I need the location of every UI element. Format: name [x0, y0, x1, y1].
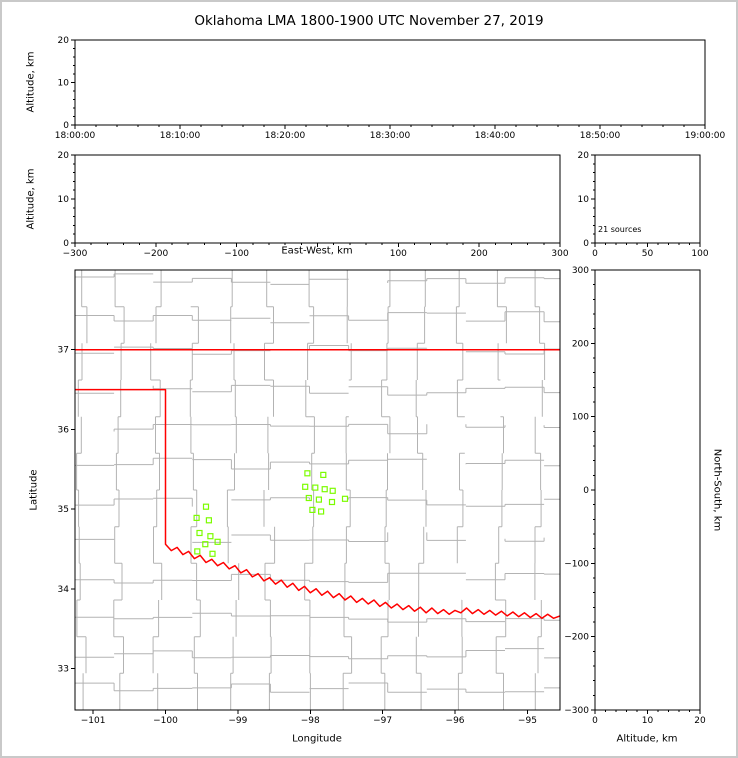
y-tick-label: 0	[63, 239, 69, 249]
y-tick-label: 10	[58, 195, 70, 205]
axis-label-east-west: East-West, km	[281, 245, 353, 257]
x-tick-label: 300	[551, 249, 568, 259]
figure-title: Oklahoma LMA 1800-1900 UTC November 27, …	[194, 13, 544, 29]
source-count-label: 21 sources	[598, 225, 641, 234]
lma-source-point	[196, 529, 203, 537]
y-tick-label: 20	[58, 36, 70, 46]
panel-frame-plan_view_map	[74, 269, 561, 711]
lma-source-point	[202, 503, 210, 510]
x-tick-label: 19:00:00	[685, 131, 726, 141]
x-tick-label: −98	[301, 716, 320, 726]
panel-frame-time_height	[74, 39, 706, 126]
y-tick-label: 300	[572, 266, 589, 276]
county-boundaries	[75, 270, 560, 710]
lma-source-point	[315, 496, 322, 503]
lma-source-point	[214, 538, 221, 545]
axis-label-longitude: Longitude	[292, 733, 342, 745]
y-tick-label: 36	[58, 425, 70, 435]
y-tick-label: 100	[572, 413, 589, 423]
lma-source-point	[304, 470, 311, 477]
lma-source-point	[202, 541, 209, 548]
x-tick-label: −95	[518, 716, 537, 726]
lma-source-point	[329, 487, 336, 494]
oklahoma-state-border	[75, 348, 560, 620]
lma-source-point	[320, 471, 327, 478]
x-tick-label: 100	[691, 249, 708, 259]
lma-source-point	[309, 506, 316, 513]
panel-frame-ns_height	[594, 269, 701, 711]
lma-source-point	[207, 533, 214, 540]
x-tick-label: −300	[63, 249, 88, 259]
x-tick-label: 0	[592, 249, 598, 259]
y-tick-label: −200	[564, 633, 589, 643]
x-tick-label: −97	[373, 716, 392, 726]
x-tick-label: 18:30:00	[370, 131, 411, 141]
y-tick-label: 35	[58, 505, 69, 515]
lma-source-point	[312, 484, 319, 491]
lma-source-point	[328, 498, 336, 506]
y-tick-label: −100	[564, 559, 589, 569]
lma-source-point	[318, 508, 325, 515]
x-tick-label: 50	[642, 249, 654, 259]
lma-source-point	[302, 483, 309, 490]
y-tick-label: 33	[58, 665, 69, 675]
lma-source-point	[321, 486, 328, 493]
x-tick-label: 20	[694, 716, 706, 726]
y-tick-label: 0	[583, 239, 589, 249]
lma-source-point	[209, 550, 216, 557]
y-tick-label: 20	[58, 151, 70, 161]
y-tick-label: 10	[578, 195, 590, 205]
lma-source-point	[341, 495, 349, 502]
lma-source-point	[205, 517, 212, 524]
panel-frame-ew_height	[74, 154, 561, 244]
x-tick-label: 18:00:00	[55, 131, 96, 141]
x-tick-label: −99	[228, 716, 247, 726]
lma-sources	[193, 470, 349, 557]
x-tick-label: 18:20:00	[265, 131, 306, 141]
lma-source-point	[193, 514, 200, 522]
x-tick-label: −200	[143, 249, 168, 259]
x-tick-label: −100	[224, 249, 249, 259]
y-tick-label: 0	[583, 486, 589, 496]
axis-label-altitude-time-panel: Altitude, km	[25, 51, 37, 113]
x-tick-label: 18:50:00	[580, 131, 621, 141]
x-tick-label: 10	[642, 716, 654, 726]
y-tick-label: 20	[578, 151, 590, 161]
axis-label-altitude-ew-panel: Altitude, km	[25, 168, 37, 230]
y-tick-label: 37	[58, 346, 69, 356]
y-tick-label: 10	[58, 79, 70, 89]
y-tick-label: 34	[58, 585, 70, 595]
x-tick-label: −96	[446, 716, 465, 726]
x-tick-label: 18:40:00	[475, 131, 516, 141]
x-tick-label: 18:10:00	[160, 131, 201, 141]
x-tick-label: −100	[153, 716, 178, 726]
x-tick-label: 100	[390, 249, 407, 259]
lma-source-point	[305, 494, 312, 502]
axis-label-latitude: Latitude	[28, 469, 40, 511]
y-tick-label: 0	[63, 121, 69, 131]
x-tick-label: 0	[592, 716, 598, 726]
y-tick-label: −300	[564, 706, 589, 716]
x-tick-label: −101	[81, 716, 106, 726]
lma-source-point	[194, 548, 201, 555]
y-tick-label: 200	[572, 339, 589, 349]
axis-label-north-south: North-South, km	[711, 448, 723, 532]
x-tick-label: 200	[471, 249, 488, 259]
axis-label-altitude-ns-panel: Altitude, km	[616, 733, 678, 745]
